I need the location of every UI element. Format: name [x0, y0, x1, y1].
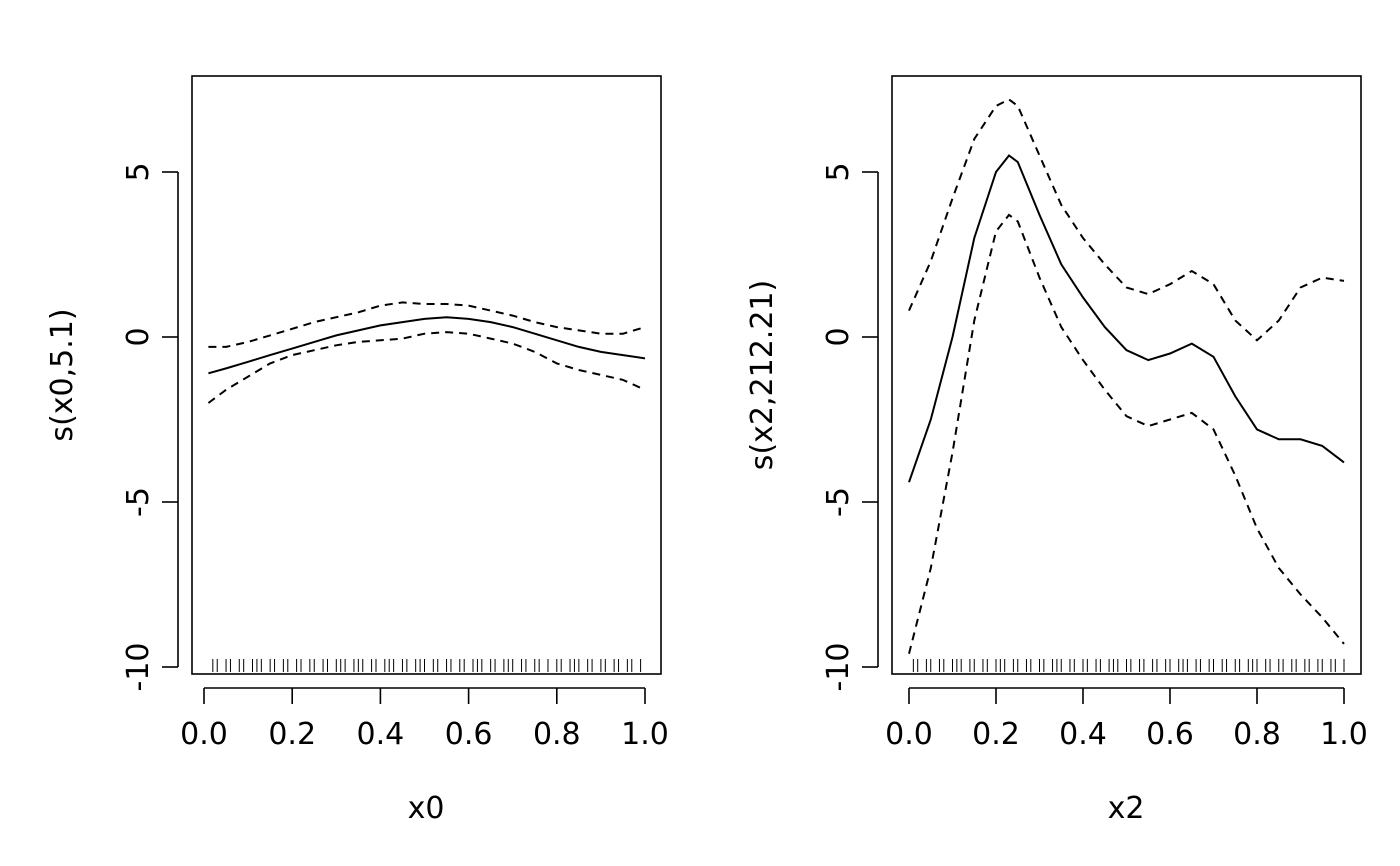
upper-ci-line — [208, 301, 646, 348]
y-tick-label: -10 — [121, 643, 156, 692]
right-y-axis: -10 -5 0 5 — [821, 162, 879, 692]
upper-ci-line — [908, 98, 1345, 342]
x-tick-label: 0.2 — [268, 717, 316, 752]
left-rug — [212, 659, 642, 672]
y-tick-label: 0 — [821, 327, 856, 346]
x-tick-label: 1.0 — [621, 717, 669, 752]
y-tick-label: -5 — [121, 487, 156, 517]
left-x-axis: 0.0 0.2 0.4 0.6 0.8 1.0 — [180, 687, 669, 752]
lower-ci-line — [908, 213, 1345, 655]
fit-line — [908, 154, 1345, 483]
left-curves — [207, 301, 646, 404]
y-tick-label: 5 — [821, 162, 856, 181]
right-y-axis-label: s(x2,212.21) — [745, 280, 780, 470]
x-tick-label: 0.2 — [972, 717, 1020, 752]
x-tick-label: 0.0 — [885, 717, 933, 752]
y-tick-label: -5 — [821, 487, 856, 517]
left-x-axis-label: x0 — [408, 791, 445, 826]
left-plot-frame — [191, 75, 662, 675]
right-x-axis: 0.0 0.2 0.4 0.6 0.8 1.0 — [885, 687, 1368, 752]
x-tick-label: 0.4 — [1059, 717, 1107, 752]
left-y-axis: -10 -5 0 5 — [121, 162, 179, 692]
x-tick-label: 0.6 — [445, 717, 493, 752]
x-tick-label: 0.8 — [1233, 717, 1281, 752]
x-tick-label: 0.4 — [357, 717, 405, 752]
right-plot-panel: 0.0 0.2 0.4 0.6 0.8 1.0 -10 -5 0 5 x2 s(x2,212.2… — [745, 75, 1368, 826]
fit-line — [208, 316, 646, 375]
x-tick-label: 0.8 — [533, 717, 581, 752]
x-tick-label: 1.0 — [1320, 717, 1368, 752]
right-x-axis-label: x2 — [1108, 791, 1145, 826]
x-tick-label: 0.0 — [180, 717, 228, 752]
right-plot-frame — [891, 75, 1362, 675]
left-plot-panel: 0.0 0.2 0.4 0.6 0.8 1.0 -10 -5 0 5 x0 s(x0,5.1) — [45, 75, 669, 826]
lower-ci-line — [207, 331, 646, 404]
left-y-axis-label: s(x0,5.1) — [45, 308, 80, 441]
right-curves — [908, 98, 1345, 655]
x-tick-label: 0.6 — [1146, 717, 1194, 752]
y-tick-label: 5 — [121, 162, 156, 181]
y-tick-label: 0 — [121, 327, 156, 346]
y-tick-label: -10 — [821, 643, 856, 692]
right-rug — [912, 659, 1345, 672]
